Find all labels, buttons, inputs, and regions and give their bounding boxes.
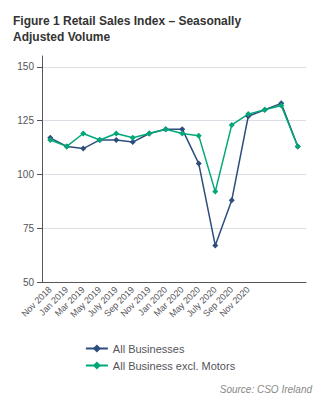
svg-text:Jan 2019: Jan 2019 (37, 284, 71, 318)
svg-text:Source: CSO Ireland: Source: CSO Ireland (220, 384, 313, 395)
svg-text:All Business excl. Motors: All Business excl. Motors (113, 360, 236, 372)
svg-text:Mar 2019: Mar 2019 (52, 284, 87, 319)
svg-text:Adjusted Volume: Adjusted Volume (13, 30, 110, 44)
svg-text:50: 50 (23, 277, 35, 288)
svg-text:Sep 2020: Sep 2020 (201, 284, 236, 319)
svg-text:Nov 2019: Nov 2019 (118, 284, 153, 319)
svg-text:Jan 2020: Jan 2020 (136, 284, 170, 318)
svg-text:July 2020: July 2020 (184, 284, 219, 319)
svg-text:Nov 2018: Nov 2018 (19, 284, 54, 319)
svg-text:125: 125 (17, 115, 34, 126)
svg-text:Nov 2020: Nov 2020 (218, 284, 252, 318)
svg-text:100: 100 (17, 169, 34, 180)
svg-text:Figure 1 Retail Sales Index –: Figure 1 Retail Sales Index – Seasonally (13, 14, 241, 28)
svg-text:May 2019: May 2019 (68, 284, 104, 320)
svg-text:150: 150 (17, 61, 34, 72)
svg-text:75: 75 (23, 223, 35, 234)
svg-text:July 2019: July 2019 (85, 284, 120, 319)
svg-text:All Businesses: All Businesses (113, 343, 185, 355)
svg-text:Mar 2020: Mar 2020 (151, 284, 186, 319)
svg-text:May 2020: May 2020 (167, 284, 203, 320)
svg-text:Sep 2019: Sep 2019 (102, 284, 137, 319)
